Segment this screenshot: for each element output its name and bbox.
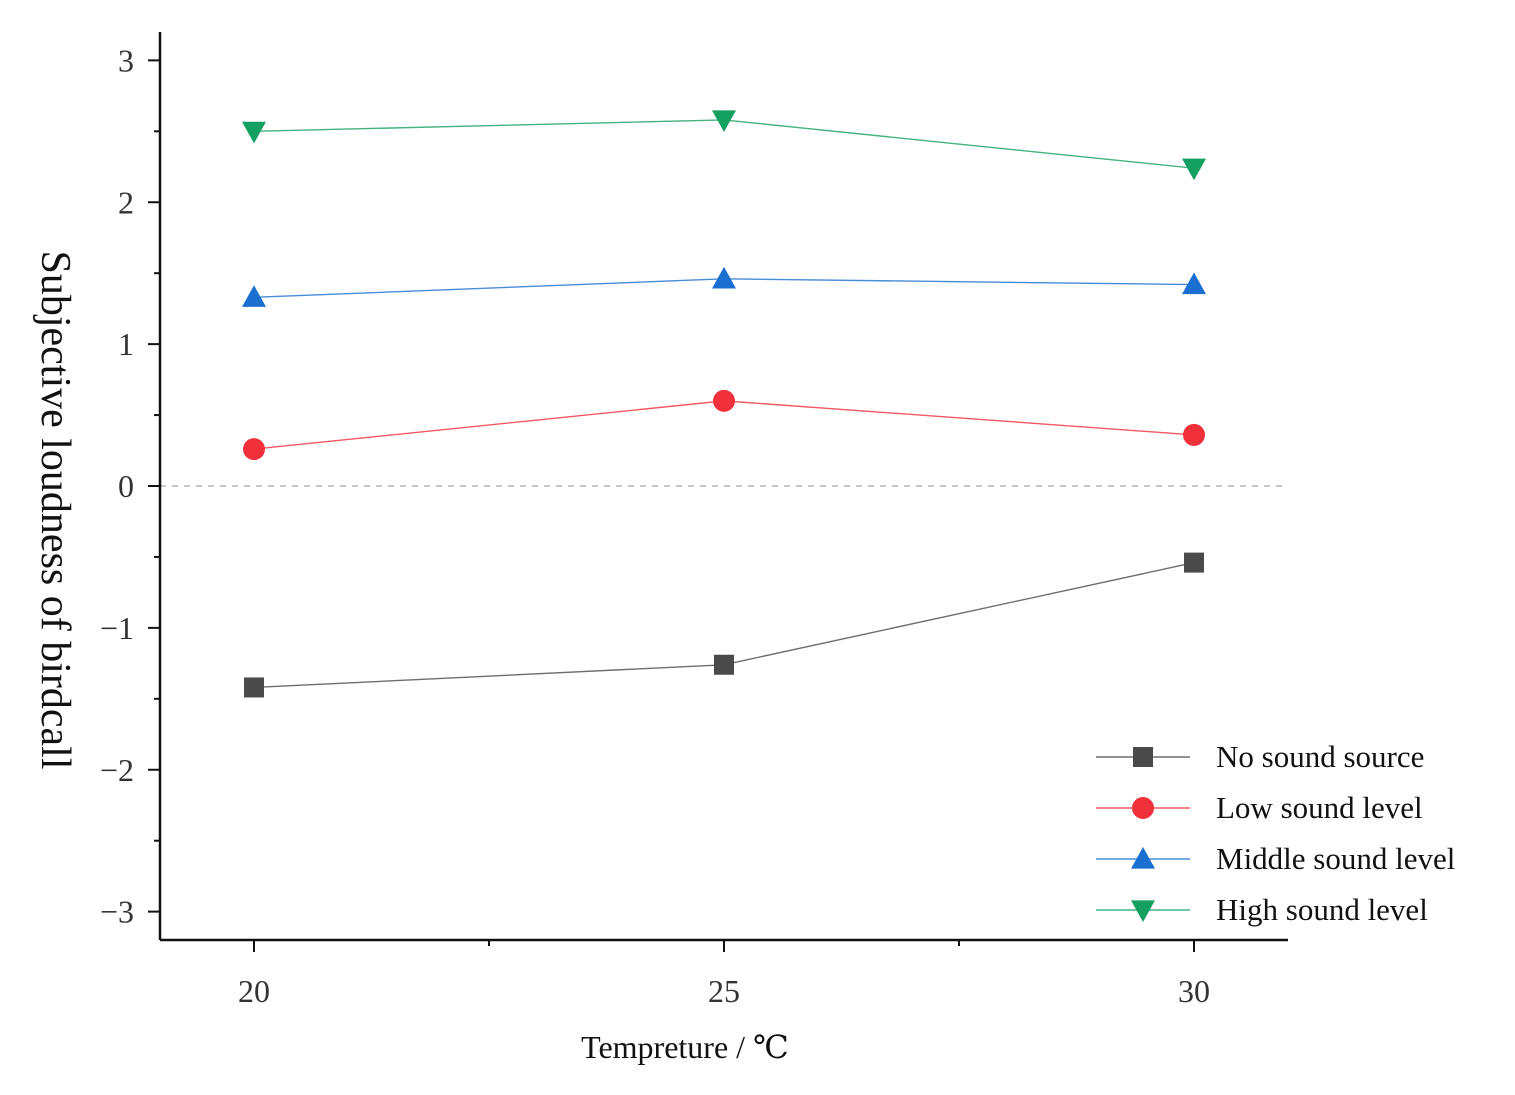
data-point <box>1182 272 1206 295</box>
legend-item: High sound level <box>1096 892 1428 927</box>
data-point <box>1183 423 1205 446</box>
data-point <box>712 110 736 132</box>
axes: 3 2 1 0 −1 −2 −3 20 25 30 <box>100 32 1288 1009</box>
series-no-sound-source <box>244 552 1204 698</box>
data-point <box>1182 158 1206 181</box>
y-tick-label: 1 <box>118 326 134 362</box>
series-middle-sound-level <box>242 266 1206 307</box>
y-tick-label: 0 <box>118 468 134 504</box>
legend-item: No sound source <box>1096 739 1424 774</box>
x-tick-label: 20 <box>238 973 270 1009</box>
data-point <box>242 121 266 144</box>
y-tick-label: −1 <box>100 610 134 646</box>
y-tick-label: −3 <box>100 894 134 930</box>
y-tick-label: 2 <box>118 184 134 220</box>
legend-marker <box>1133 747 1153 767</box>
data-point <box>714 654 734 675</box>
x-axis-title: Tempreture / ℃ <box>581 1029 789 1065</box>
x-tick-label: 25 <box>708 973 740 1009</box>
series-layer <box>242 110 1206 698</box>
legend-item: Low sound level <box>1096 790 1423 825</box>
data-point <box>242 285 266 307</box>
legend-label: No sound source <box>1216 739 1424 774</box>
data-point <box>1184 552 1204 573</box>
legend-label: High sound level <box>1216 892 1428 927</box>
series-high-sound-level <box>242 110 1206 181</box>
x-tick-label: 30 <box>1178 973 1210 1009</box>
legend: No sound source Low sound level Middle sou… <box>1096 739 1455 927</box>
legend-marker <box>1131 900 1155 922</box>
data-point <box>713 389 735 412</box>
y-axis-title: Subjective loudness of birdcall <box>32 250 78 769</box>
data-point <box>712 266 736 289</box>
legend-label: Middle sound level <box>1216 841 1455 876</box>
legend-marker <box>1132 797 1154 819</box>
legend-item: Middle sound level <box>1096 841 1455 876</box>
y-tick-label: −2 <box>100 752 134 788</box>
data-point <box>243 438 265 461</box>
y-tick-label: 3 <box>118 42 134 78</box>
legend-label: Low sound level <box>1216 790 1423 825</box>
legend-marker <box>1131 847 1155 869</box>
series-low-sound-level <box>243 389 1205 461</box>
data-point <box>244 677 264 698</box>
